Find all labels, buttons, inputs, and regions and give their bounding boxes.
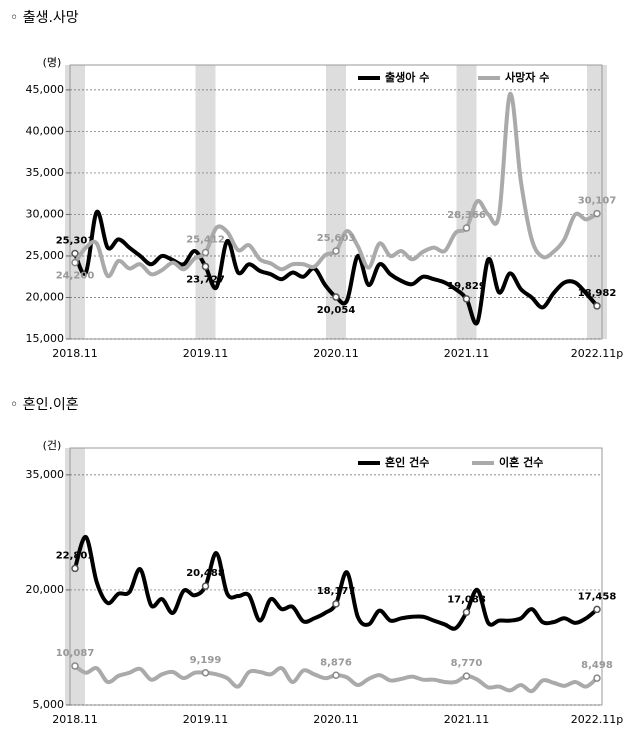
x-tick-label: 2021.11 (444, 347, 490, 360)
x-tick-label: 2021.11 (444, 713, 490, 726)
data-label: 8,498 (581, 660, 613, 671)
series-line (73, 92, 599, 279)
y-tick-label: 30,000 (26, 207, 65, 220)
point-marker (332, 671, 340, 680)
point-marker (201, 262, 210, 271)
point-marker (593, 674, 601, 682)
y-unit: (건) (43, 439, 62, 452)
y-tick-label: 45,000 (26, 83, 65, 96)
data-label: 18,982 (578, 288, 617, 299)
data-label: 20,488 (186, 568, 225, 579)
data-label: 19,829 (447, 281, 486, 292)
legend-label: 혼인 건수 (385, 455, 429, 469)
x-tick-label: 2022.11p (571, 347, 623, 360)
y-tick-label: 35,000 (26, 468, 65, 481)
chart-title: ◦ 혼인.이혼 (10, 397, 79, 413)
data-label: 18,177 (317, 586, 356, 597)
highlight-band (326, 65, 346, 339)
y-tick-label: 35,000 (26, 166, 65, 179)
x-tick-label: 2018.11 (52, 347, 98, 360)
point-marker (332, 247, 340, 255)
point-marker (71, 564, 79, 573)
y-tick-label: 20,000 (26, 290, 65, 303)
point-marker (71, 258, 79, 267)
x-tick-label: 2018.11 (52, 713, 98, 726)
y-tick-label: 25,000 (26, 249, 65, 262)
data-label: 8,770 (451, 658, 483, 669)
point-marker (593, 302, 601, 310)
chart-title: ◦ 출생.사망 (10, 10, 79, 26)
y-tick-label: 20,000 (26, 583, 65, 596)
data-label: 25,603 (317, 233, 356, 244)
x-tick-label: 2019.11 (183, 713, 229, 726)
data-label: 10,087 (56, 648, 95, 659)
point-marker (201, 248, 210, 257)
point-marker (71, 662, 79, 670)
y-tick-label: 40,000 (26, 124, 65, 137)
data-label: 8,876 (320, 657, 352, 668)
data-label: 22,801 (56, 550, 95, 561)
data-label: 9,199 (190, 655, 222, 666)
point-marker (332, 600, 340, 608)
data-label: 17,088 (447, 594, 486, 605)
y-tick-label: 5,000 (33, 698, 65, 711)
point-marker (201, 582, 210, 590)
legend-label: 출생아 수 (385, 70, 429, 84)
point-marker (593, 605, 601, 614)
x-tick-label: 2020.11 (313, 347, 359, 360)
data-label: 30,107 (578, 196, 617, 207)
point-marker (462, 672, 471, 680)
highlight-band (195, 65, 216, 339)
data-label: 28,366 (447, 210, 486, 221)
point-marker (462, 608, 471, 617)
legend-label: 이혼 건수 (499, 455, 543, 469)
point-marker (201, 669, 210, 677)
point-marker (71, 249, 79, 258)
legend-label: 사망자 수 (505, 70, 549, 84)
point-marker (332, 293, 340, 301)
data-label: 17,458 (578, 591, 617, 602)
x-tick-label: 2019.11 (183, 347, 229, 360)
data-label: 25,301 (56, 235, 95, 246)
point-marker (462, 224, 471, 232)
data-label: 24,200 (56, 271, 95, 282)
point-marker (593, 209, 601, 218)
x-tick-label: 2020.11 (313, 713, 359, 726)
y-tick-label: 15,000 (26, 332, 65, 345)
x-tick-label: 2022.11p (571, 713, 623, 726)
point-marker (462, 295, 471, 303)
y-unit: (명) (43, 56, 62, 69)
data-label: 25,412 (186, 235, 225, 246)
highlight-band (456, 65, 477, 339)
data-label: 20,054 (317, 305, 356, 316)
data-label: 23,727 (186, 275, 225, 286)
